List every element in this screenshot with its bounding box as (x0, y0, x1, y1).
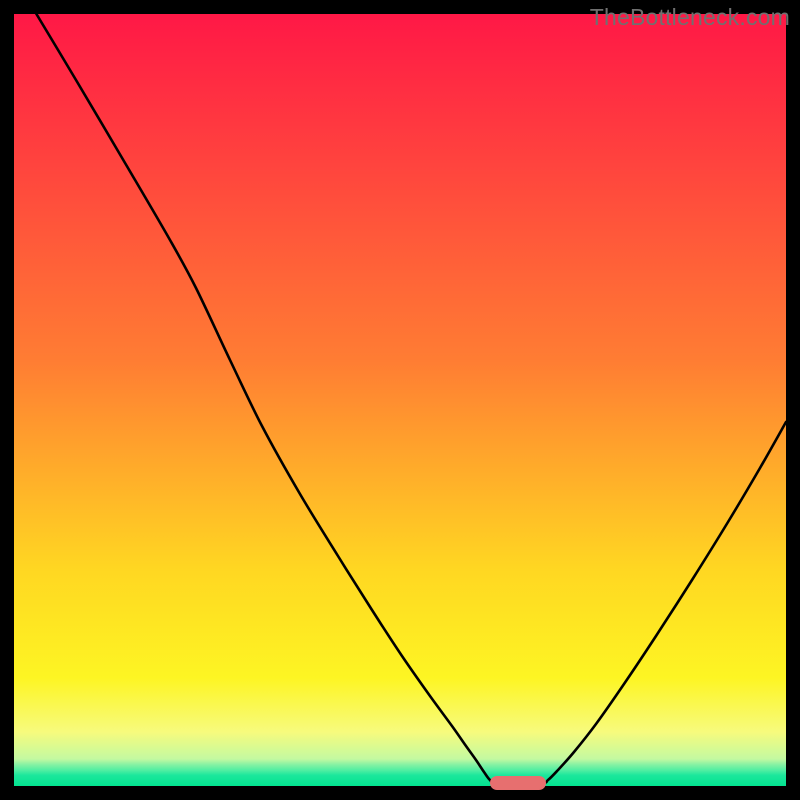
optimal-marker (490, 776, 546, 790)
bottleneck-curve (28, 0, 786, 783)
outer-frame: TheBottleneck.com (0, 0, 800, 800)
attribution-label: TheBottleneck.com (590, 4, 790, 31)
curve-svg (0, 0, 800, 800)
